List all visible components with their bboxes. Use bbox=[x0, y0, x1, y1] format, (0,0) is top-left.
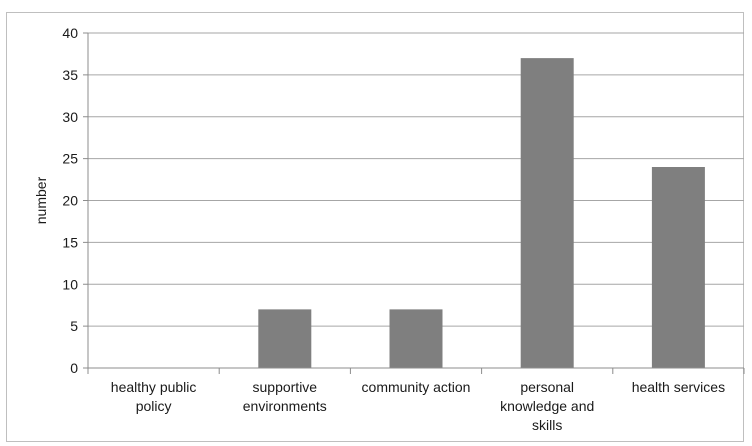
x-category-label-2: community action bbox=[362, 379, 471, 395]
y-tick-label-20: 20 bbox=[62, 193, 78, 209]
x-category-line: supportive bbox=[253, 379, 318, 395]
y-tick-labels: 0 5 10 15 20 25 30 35 40 bbox=[62, 25, 78, 376]
x-category-label-1: supportive environments bbox=[243, 379, 327, 414]
x-category-line: knowledge and bbox=[500, 398, 594, 414]
x-category-labels: healthy public policy supportive environmen… bbox=[111, 379, 725, 433]
x-category-line: environments bbox=[243, 398, 327, 414]
x-category-label-4: health services bbox=[632, 379, 725, 395]
y-tick-label-5: 5 bbox=[70, 318, 78, 334]
x-category-line: community action bbox=[362, 379, 471, 395]
y-tick-label-30: 30 bbox=[62, 109, 78, 125]
y-tick-label-0: 0 bbox=[70, 360, 78, 376]
x-category-line: policy bbox=[136, 398, 172, 414]
y-tick-label-35: 35 bbox=[62, 67, 78, 83]
y-tick-label-10: 10 bbox=[62, 276, 78, 292]
bar-series bbox=[258, 58, 705, 368]
x-category-line: skills bbox=[532, 417, 562, 433]
x-category-line: healthy public bbox=[111, 379, 197, 395]
y-tick-label-15: 15 bbox=[62, 234, 78, 250]
bar-3 bbox=[521, 58, 574, 368]
x-category-line: health services bbox=[632, 379, 725, 395]
bar-4 bbox=[652, 167, 705, 368]
gridlines bbox=[88, 33, 744, 326]
y-tick-label-25: 25 bbox=[62, 151, 78, 167]
y-axis-label: number bbox=[33, 176, 49, 224]
bar-2 bbox=[390, 309, 443, 368]
x-category-label-3: personal knowledge and skills bbox=[500, 379, 594, 433]
x-category-label-0: healthy public policy bbox=[111, 379, 197, 414]
bar-1 bbox=[258, 309, 311, 368]
x-category-line: personal bbox=[520, 379, 574, 395]
y-tick-label-40: 40 bbox=[62, 25, 78, 41]
